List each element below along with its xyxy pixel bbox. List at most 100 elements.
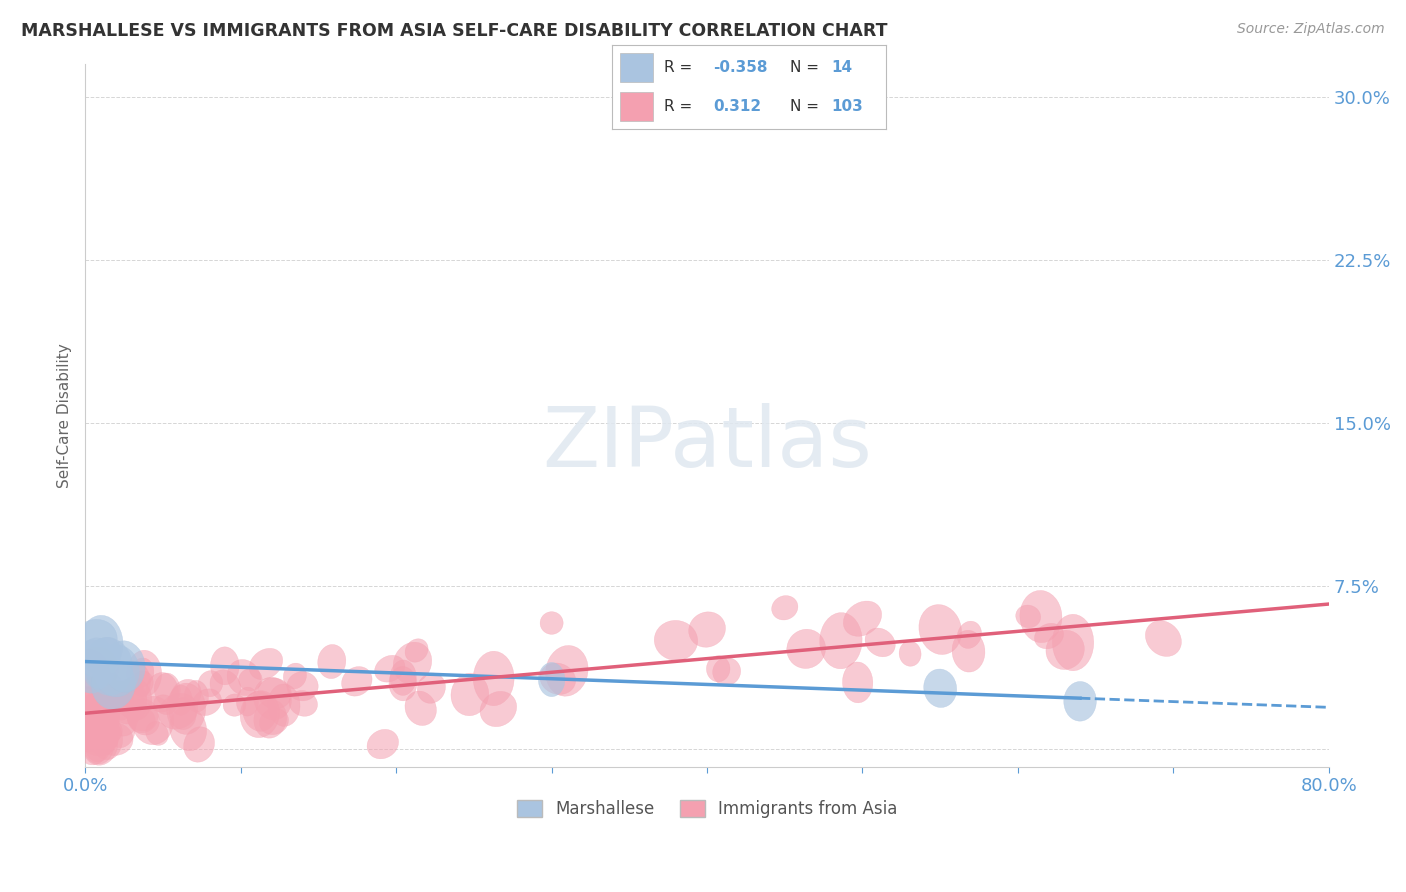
Ellipse shape — [79, 712, 120, 756]
Ellipse shape — [145, 673, 179, 712]
Ellipse shape — [117, 677, 152, 720]
Ellipse shape — [91, 649, 117, 674]
Ellipse shape — [654, 621, 697, 660]
Ellipse shape — [253, 677, 291, 720]
Text: N =: N = — [790, 99, 818, 114]
Ellipse shape — [70, 688, 105, 718]
Ellipse shape — [80, 676, 107, 710]
Ellipse shape — [67, 687, 111, 733]
Ellipse shape — [111, 661, 150, 706]
Ellipse shape — [1046, 631, 1084, 670]
Ellipse shape — [257, 678, 291, 709]
Text: R =: R = — [664, 99, 692, 114]
Ellipse shape — [76, 647, 118, 691]
Ellipse shape — [97, 703, 120, 733]
Ellipse shape — [170, 698, 197, 730]
Text: ZIPatlas: ZIPatlas — [543, 403, 872, 484]
Ellipse shape — [104, 640, 145, 692]
Ellipse shape — [249, 648, 283, 680]
Ellipse shape — [72, 619, 117, 662]
Ellipse shape — [172, 680, 201, 709]
Ellipse shape — [198, 671, 222, 697]
Ellipse shape — [132, 697, 174, 745]
Ellipse shape — [689, 612, 725, 648]
Ellipse shape — [79, 692, 114, 736]
Ellipse shape — [128, 702, 159, 735]
Ellipse shape — [900, 641, 921, 666]
Ellipse shape — [84, 702, 107, 727]
Ellipse shape — [260, 708, 288, 735]
Ellipse shape — [155, 673, 180, 706]
Ellipse shape — [108, 682, 146, 724]
Ellipse shape — [952, 631, 986, 672]
Ellipse shape — [538, 663, 565, 697]
Ellipse shape — [772, 596, 797, 620]
FancyBboxPatch shape — [620, 92, 652, 120]
Ellipse shape — [79, 702, 117, 741]
Ellipse shape — [94, 717, 122, 744]
Ellipse shape — [108, 702, 138, 736]
Ellipse shape — [69, 649, 110, 701]
Text: 14: 14 — [831, 60, 852, 75]
Ellipse shape — [105, 706, 135, 747]
Ellipse shape — [211, 647, 239, 685]
Ellipse shape — [389, 660, 416, 696]
Ellipse shape — [540, 612, 564, 634]
Ellipse shape — [84, 728, 111, 762]
Ellipse shape — [318, 645, 346, 679]
Ellipse shape — [239, 668, 262, 690]
Ellipse shape — [267, 684, 299, 726]
Ellipse shape — [83, 725, 114, 764]
Ellipse shape — [342, 666, 373, 696]
Ellipse shape — [540, 663, 575, 695]
Text: R =: R = — [664, 60, 692, 75]
Ellipse shape — [1019, 591, 1062, 642]
Text: MARSHALLESE VS IMMIGRANTS FROM ASIA SELF-CARE DISABILITY CORRELATION CHART: MARSHALLESE VS IMMIGRANTS FROM ASIA SELF… — [21, 22, 887, 40]
Ellipse shape — [389, 666, 416, 701]
Ellipse shape — [479, 691, 516, 727]
Ellipse shape — [713, 657, 741, 686]
Ellipse shape — [108, 686, 134, 720]
Ellipse shape — [474, 651, 515, 706]
Ellipse shape — [287, 672, 318, 701]
Ellipse shape — [288, 690, 318, 716]
Ellipse shape — [127, 706, 155, 731]
Ellipse shape — [131, 671, 153, 696]
Ellipse shape — [77, 699, 112, 729]
Ellipse shape — [787, 629, 825, 668]
Ellipse shape — [79, 692, 120, 739]
Ellipse shape — [957, 621, 981, 648]
Ellipse shape — [159, 693, 198, 729]
Ellipse shape — [94, 645, 139, 697]
Text: 0.312: 0.312 — [713, 99, 761, 114]
Ellipse shape — [254, 699, 287, 739]
Ellipse shape — [865, 628, 896, 657]
Ellipse shape — [184, 727, 215, 762]
Ellipse shape — [706, 656, 730, 681]
Ellipse shape — [72, 704, 111, 751]
Ellipse shape — [1015, 605, 1040, 628]
Ellipse shape — [394, 642, 432, 684]
Ellipse shape — [91, 726, 117, 755]
Ellipse shape — [418, 673, 446, 703]
Ellipse shape — [224, 694, 246, 716]
Ellipse shape — [236, 687, 259, 716]
Ellipse shape — [243, 691, 277, 731]
Ellipse shape — [127, 698, 159, 733]
Ellipse shape — [76, 700, 101, 724]
Ellipse shape — [405, 639, 427, 662]
Y-axis label: Self-Care Disability: Self-Care Disability — [58, 343, 72, 488]
Ellipse shape — [924, 669, 956, 707]
Ellipse shape — [170, 685, 193, 715]
Ellipse shape — [72, 640, 111, 693]
Ellipse shape — [1053, 615, 1094, 671]
Text: 103: 103 — [831, 99, 863, 114]
Ellipse shape — [226, 659, 260, 696]
Ellipse shape — [84, 638, 132, 696]
Ellipse shape — [546, 646, 588, 697]
Ellipse shape — [166, 683, 205, 734]
Ellipse shape — [842, 662, 873, 703]
Ellipse shape — [76, 724, 108, 765]
Ellipse shape — [193, 689, 222, 715]
Text: Source: ZipAtlas.com: Source: ZipAtlas.com — [1237, 22, 1385, 37]
